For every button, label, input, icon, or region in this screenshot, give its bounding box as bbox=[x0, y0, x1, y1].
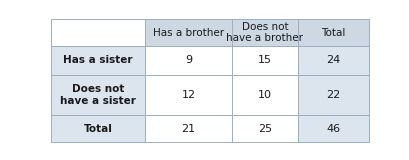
Bar bbox=[297, 75, 368, 116]
Bar bbox=[232, 46, 297, 75]
Text: Does not
have a brother: Does not have a brother bbox=[226, 22, 303, 44]
Bar bbox=[232, 116, 297, 142]
Text: 9: 9 bbox=[184, 55, 192, 65]
Text: 10: 10 bbox=[257, 90, 271, 100]
Bar bbox=[51, 75, 145, 116]
Text: Total: Total bbox=[83, 124, 112, 134]
Bar bbox=[145, 75, 232, 116]
Bar bbox=[297, 19, 368, 46]
Bar bbox=[51, 19, 145, 46]
Text: Has a brother: Has a brother bbox=[153, 28, 224, 38]
Text: 46: 46 bbox=[326, 124, 339, 134]
Text: Has a sister: Has a sister bbox=[63, 55, 133, 65]
Text: Total: Total bbox=[320, 28, 345, 38]
Text: 22: 22 bbox=[325, 90, 339, 100]
Bar bbox=[297, 116, 368, 142]
Text: 12: 12 bbox=[181, 90, 195, 100]
Text: 21: 21 bbox=[181, 124, 195, 134]
Bar bbox=[145, 46, 232, 75]
Bar bbox=[232, 75, 297, 116]
Text: Does not
have a sister: Does not have a sister bbox=[60, 84, 136, 106]
Bar bbox=[51, 116, 145, 142]
Text: 15: 15 bbox=[257, 55, 271, 65]
Bar bbox=[297, 46, 368, 75]
Bar bbox=[145, 19, 232, 46]
Text: 25: 25 bbox=[257, 124, 271, 134]
Bar bbox=[232, 19, 297, 46]
Bar bbox=[145, 116, 232, 142]
Text: 24: 24 bbox=[325, 55, 339, 65]
Bar bbox=[51, 46, 145, 75]
